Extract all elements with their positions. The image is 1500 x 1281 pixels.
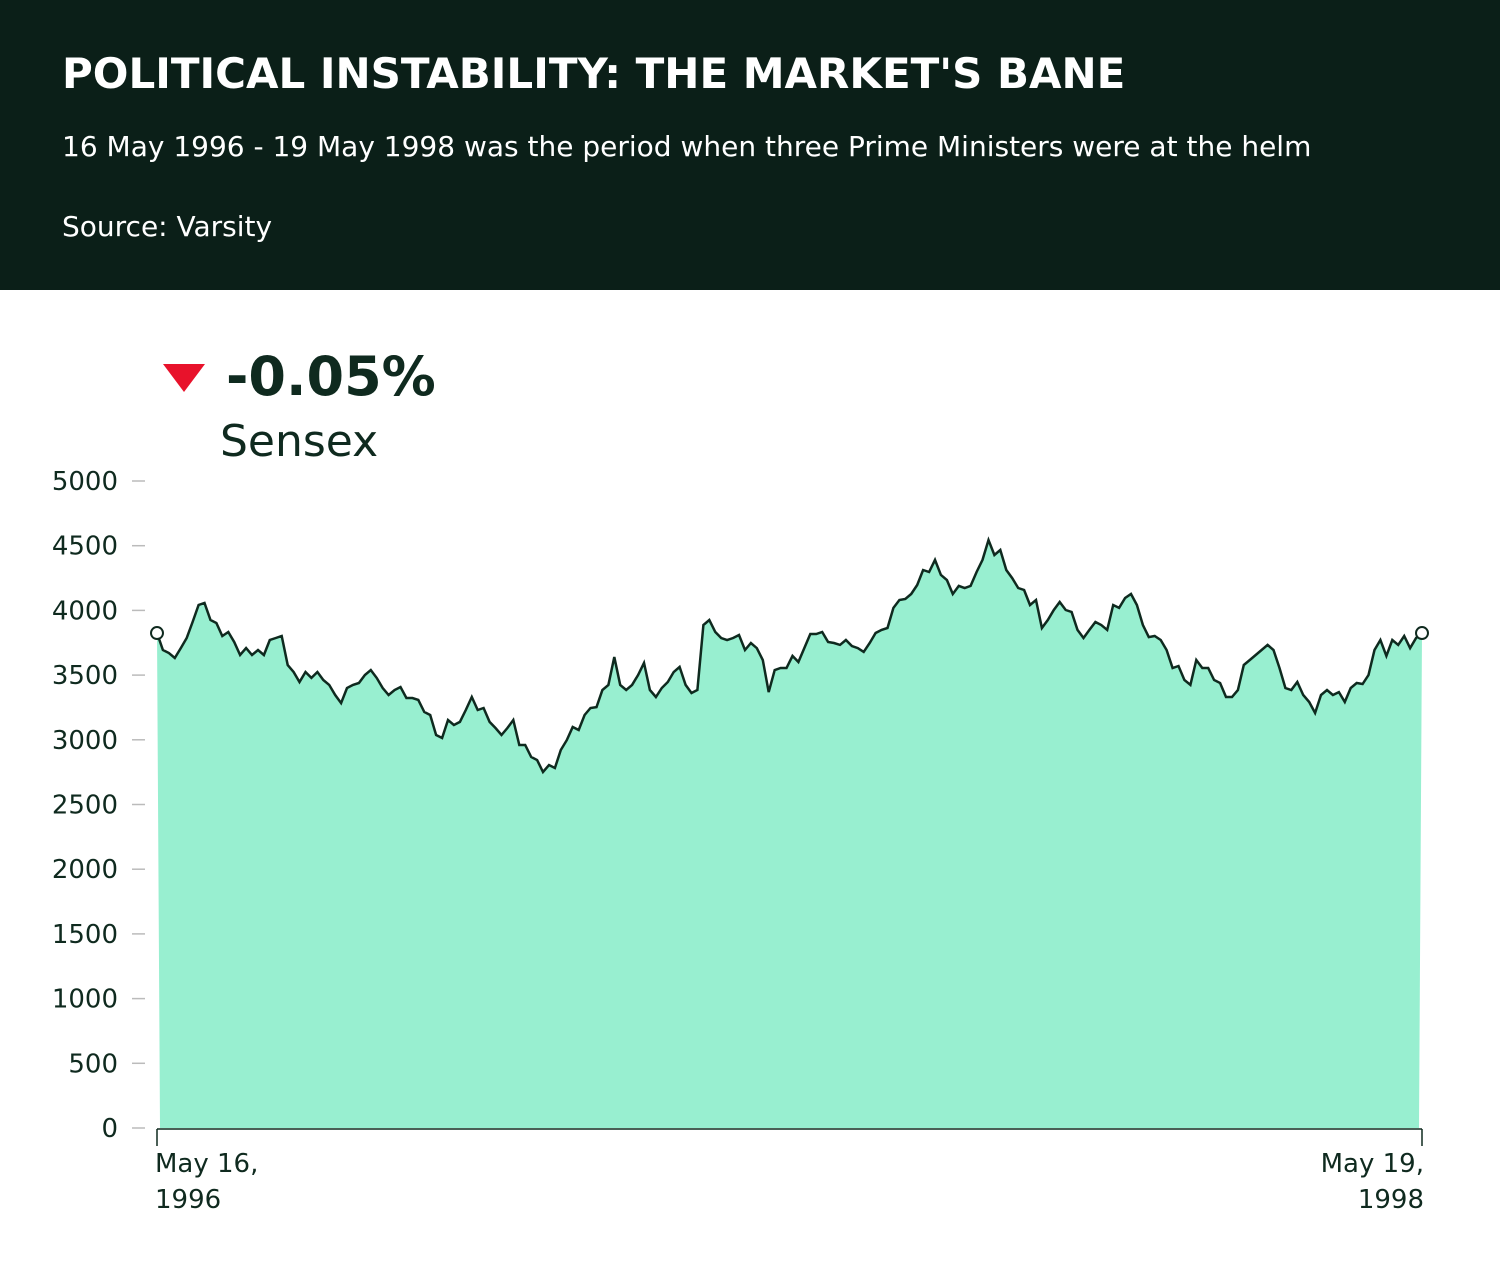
area-fill: [157, 540, 1422, 1128]
line: [155, 536, 1423, 775]
y-tick-label: 1000: [52, 985, 118, 1015]
y-tick-label: 4000: [52, 596, 118, 626]
y-tick-label: 5000: [52, 467, 118, 497]
y-tick-label: 4500: [52, 532, 118, 562]
subtitle: 16 May 1996 - 19 May 1998 was the period…: [62, 130, 1311, 163]
change-label: -0.05%: [226, 345, 436, 408]
x-tick-label: May 16, 1996: [155, 1149, 259, 1215]
end-marker: [150, 626, 164, 641]
series-label: Sensex: [220, 416, 378, 467]
down-arrow: [163, 364, 205, 392]
end-marker: [1415, 626, 1429, 641]
y-tick-label: 3500: [52, 661, 118, 691]
y-tick-label: 500: [68, 1049, 118, 1079]
x-tick-label: May 19, 1998: [1320, 1149, 1424, 1215]
y-tick-label: 3000: [52, 726, 118, 756]
y-tick-label: 1500: [52, 920, 118, 950]
y-tick-label: 2000: [52, 855, 118, 885]
y-tick-label: 0: [101, 1114, 118, 1144]
y-tick-label: 2500: [52, 791, 118, 821]
source: Source: Varsity: [62, 210, 272, 243]
header-background: [0, 0, 1500, 290]
title: POLITICAL INSTABILITY: THE MARKET'S BANE: [62, 49, 1125, 98]
